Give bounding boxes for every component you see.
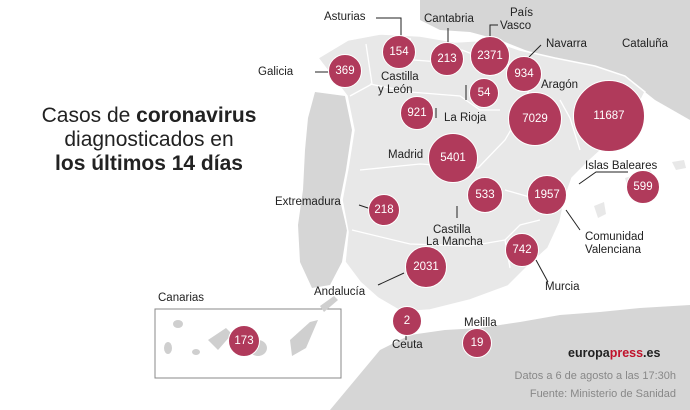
label-baleares: Islas Baleares bbox=[585, 160, 658, 172]
label-ceuta: Ceuta bbox=[392, 339, 423, 351]
spain-mainland bbox=[316, 33, 646, 313]
bubble-ceuta: 2 bbox=[392, 306, 422, 336]
menorca-land bbox=[672, 160, 686, 170]
ibiza-land bbox=[594, 202, 606, 218]
bubble-madrid: 5401 bbox=[428, 133, 478, 183]
label-castilla-mancha-1: Castilla bbox=[433, 224, 471, 236]
label-melilla: Melilla bbox=[464, 317, 497, 329]
label-navarra: Navarra bbox=[546, 38, 587, 50]
footer-date-note: Datos a 6 de agosto a las 17:30h bbox=[514, 370, 676, 382]
bubble-andalucia: 2031 bbox=[405, 246, 447, 288]
label-galicia: Galicia bbox=[258, 66, 294, 78]
bubble-canarias: 173 bbox=[228, 325, 260, 357]
label-cataluna: Cataluña bbox=[622, 38, 669, 50]
bubble-melilla: 19 bbox=[462, 328, 492, 358]
bubble-murcia: 742 bbox=[505, 233, 539, 267]
title-line1-bold: coronavirus bbox=[136, 104, 257, 127]
bubble-aragon: 7029 bbox=[508, 92, 562, 146]
bubble-valenciana: 1957 bbox=[527, 175, 567, 215]
label-extremadura: Extremadura bbox=[275, 196, 341, 208]
label-castilla-leon-1: Castilla bbox=[381, 71, 419, 83]
brand-logo: europapress.es bbox=[568, 346, 660, 360]
bubble-cantabria: 213 bbox=[430, 42, 464, 76]
label-cantabria: Cantabria bbox=[424, 13, 474, 25]
bubble-navarra: 934 bbox=[506, 56, 542, 92]
bubble-galicia: 369 bbox=[328, 54, 362, 88]
brand-main: europa bbox=[568, 346, 610, 360]
label-aragon: Aragón bbox=[541, 79, 579, 91]
label-andalucia: Andalucía bbox=[314, 286, 366, 298]
bubble-castilla-mancha: 533 bbox=[467, 177, 503, 213]
label-la-rioja: La Rioja bbox=[444, 112, 487, 124]
title-line2: diagnosticados en bbox=[64, 128, 234, 151]
africa-land bbox=[330, 305, 690, 410]
label-castilla-mancha-2: La Mancha bbox=[426, 236, 483, 248]
label-madrid: Madrid bbox=[388, 149, 424, 161]
bubble-cataluna: 11687 bbox=[573, 80, 645, 152]
bubble-castilla-leon: 921 bbox=[400, 96, 434, 130]
label-pais-vasco-2: Vasco bbox=[500, 20, 532, 32]
brand-accent: press bbox=[609, 346, 644, 360]
label-asturias: Asturias bbox=[324, 11, 366, 23]
bubble-asturias: 154 bbox=[382, 35, 416, 69]
label-valenciana-1: Comunidad bbox=[585, 231, 644, 243]
bubble-la-rioja: 54 bbox=[469, 78, 499, 108]
brand-tld: .es bbox=[643, 346, 661, 360]
bubble-baleares: 599 bbox=[626, 170, 660, 204]
title-line3: los últimos 14 días bbox=[55, 152, 243, 175]
portugal-land bbox=[298, 92, 352, 288]
bubble-pais-vasco: 2371 bbox=[470, 36, 510, 76]
map-title: Casos de coronavirus diagnosticados en l… bbox=[18, 104, 280, 176]
bubble-extremadura: 218 bbox=[368, 194, 400, 226]
title-line1-plain: Casos de bbox=[41, 104, 137, 127]
footer-source: Fuente: Ministerio de Sanidad bbox=[529, 388, 676, 400]
label-murcia: Murcia bbox=[545, 281, 580, 293]
label-pais-vasco-1: País bbox=[510, 7, 534, 19]
label-castilla-leon-2: y León bbox=[378, 84, 413, 96]
label-canarias: Canarias bbox=[158, 292, 205, 304]
label-valenciana-2: Valenciana bbox=[585, 244, 642, 256]
